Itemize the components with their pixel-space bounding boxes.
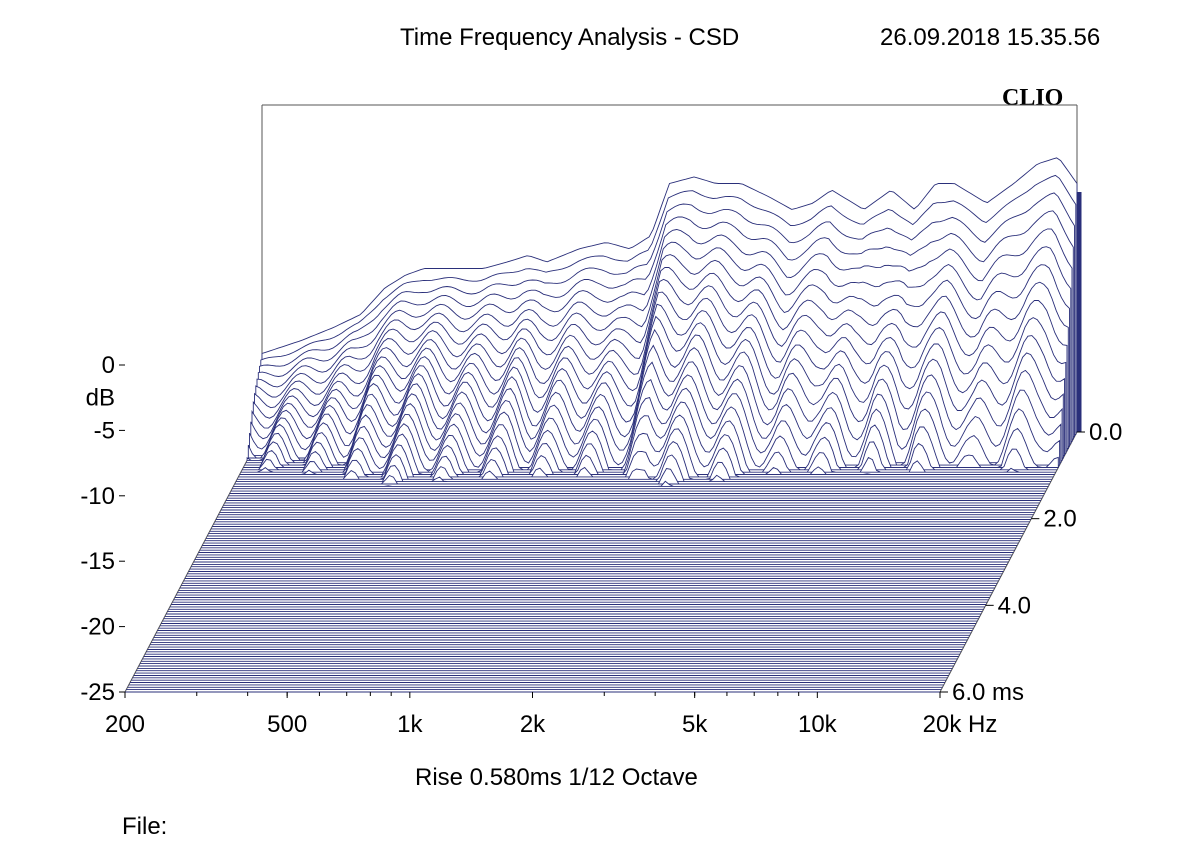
y-tick-label: -25	[80, 679, 115, 706]
waterfall-slice	[237, 441, 1053, 480]
z-axis-ticks: 0.0 2.0 4.0 6.0 ms	[940, 419, 1122, 706]
y-tick-label: 0	[102, 352, 115, 379]
z-tick-label: 4.0	[998, 592, 1031, 619]
x-tick-label: 5k	[682, 711, 708, 738]
x-tick-label: 500	[267, 711, 307, 738]
chart-title: Time Frequency Analysis - CSD	[400, 24, 740, 51]
chart-subtitle: Rise 0.580ms 1/12 Octave	[415, 764, 698, 791]
z-tick-label: 2.0	[1043, 506, 1076, 533]
y-axis-unit: dB	[86, 385, 115, 412]
x-tick-label: 2k	[520, 711, 546, 738]
y-tick-label: -10	[80, 483, 115, 510]
z-tick-label: 6.0 ms	[952, 679, 1024, 706]
y-tick-label: -15	[80, 548, 115, 575]
x-tick-label: 10k	[798, 711, 838, 738]
x-tick-label: 200	[105, 711, 145, 738]
y-tick-label: -5	[94, 417, 115, 444]
timestamp: 26.09.2018 15.35.56	[880, 24, 1101, 51]
z-tick-label: 0.0	[1089, 419, 1122, 446]
y-axis-ticks: 0 -5 -10 -15 -20 -25 dB	[80, 352, 125, 706]
waterfall-slice	[234, 467, 1050, 485]
brand-logo-text: CLIO	[1002, 85, 1064, 111]
y-tick-label: -20	[80, 614, 115, 641]
waterfall-slice	[233, 480, 1049, 487]
waterfall-traces	[125, 157, 1082, 693]
x-tick-label: 1k	[397, 711, 423, 738]
x-axis-ticks: 200 500 1k 2k 5k 10k 20k Hz	[105, 692, 997, 738]
file-label: File:	[122, 813, 168, 840]
x-tick-label: 20k Hz	[923, 711, 998, 738]
waterfall-slice	[235, 454, 1051, 483]
waterfall-slice	[238, 428, 1054, 478]
